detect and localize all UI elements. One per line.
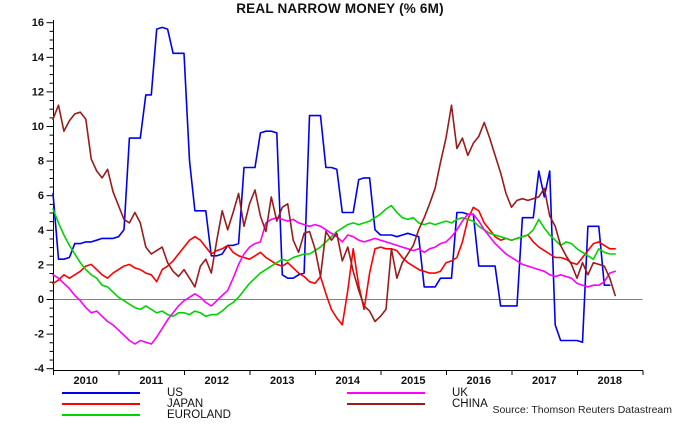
x-year-label: 2012 <box>205 375 229 387</box>
x-year-label: 2010 <box>74 375 98 387</box>
legend-label-china: CHINA <box>452 397 488 410</box>
x-year-label: 2017 <box>532 375 556 387</box>
y-tick-label: 10 <box>32 121 44 133</box>
x-year-label: 2018 <box>598 375 622 387</box>
chart-title: REAL NARROW MONEY (% 6M) <box>236 1 444 16</box>
legend-item-uk: UK <box>347 387 468 399</box>
legend-item-japan: JAPAN <box>62 398 203 410</box>
legend-swatch-uk <box>347 392 425 394</box>
legend-item-china: CHINA <box>347 398 488 410</box>
legend-swatch-japan <box>62 403 140 405</box>
series-line-us <box>52 26 611 344</box>
y-tick-label: -2 <box>34 329 44 341</box>
y-tick-label: 6 <box>38 190 44 202</box>
legend-item-euroland: EUROLAND <box>62 409 231 421</box>
y-tick-label: 12 <box>32 86 44 98</box>
y-tick-label: 4 <box>38 225 45 237</box>
y-tick-label: 14 <box>32 52 45 64</box>
series-line-china <box>52 104 616 323</box>
legend-label-us: US <box>167 386 183 399</box>
x-year-label: 2013 <box>270 375 294 387</box>
source-note: Source: Thomson Reuters Datastream <box>492 404 672 416</box>
legend-label-japan: JAPAN <box>167 397 204 410</box>
legend-label-uk: UK <box>452 386 468 399</box>
y-tick-label: 2 <box>38 259 44 271</box>
x-year-label: 2011 <box>139 375 163 387</box>
series-line-japan <box>52 206 616 326</box>
legend-swatch-china <box>347 403 425 405</box>
y-tick-label: -4 <box>34 363 45 375</box>
x-year-label: 2015 <box>401 375 425 387</box>
series-line-uk <box>52 213 616 345</box>
legend-item-us: US <box>62 387 183 399</box>
x-year-label: 2016 <box>467 375 491 387</box>
legend-label-euroland: EUROLAND <box>167 408 231 421</box>
y-tick-label: 0 <box>38 294 44 306</box>
y-tick-label: 16 <box>32 17 44 29</box>
y-tick-label: 8 <box>38 156 44 168</box>
legend-swatch-us <box>62 392 140 394</box>
legend-swatch-euroland <box>62 414 140 416</box>
x-year-label: 2014 <box>336 375 361 387</box>
